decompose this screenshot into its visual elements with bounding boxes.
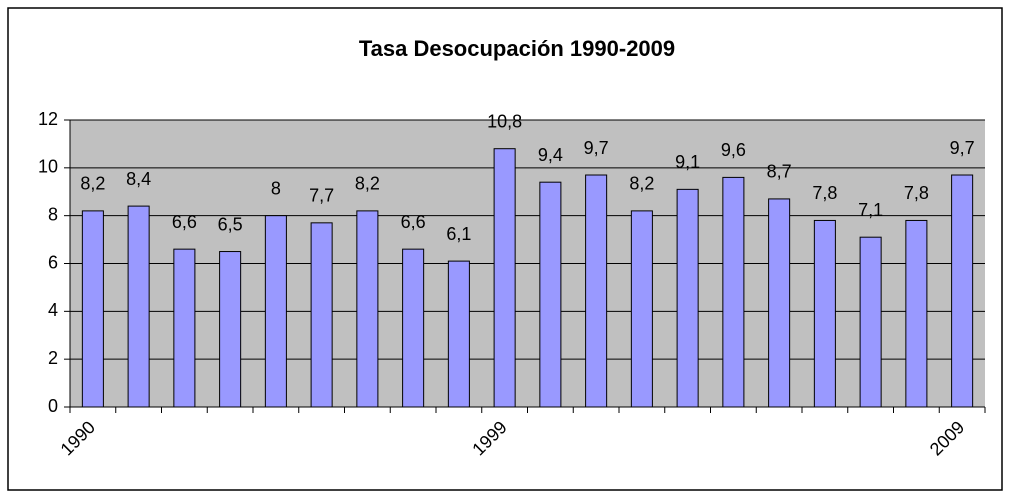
value-label: 7,1	[858, 200, 883, 220]
y-tick-label: 2	[48, 348, 58, 368]
bar	[447, 260, 470, 408]
value-label: 6,5	[218, 214, 243, 234]
bar	[356, 210, 379, 408]
value-label: 8,4	[126, 169, 151, 189]
y-tick-label: 10	[38, 157, 58, 177]
value-label: 9,6	[721, 140, 746, 160]
value-label: 9,4	[538, 145, 563, 165]
bar	[81, 210, 104, 408]
bar	[905, 219, 928, 408]
value-label: 8,2	[355, 174, 380, 194]
y-tick-label: 0	[48, 396, 58, 416]
value-label: 8	[271, 178, 281, 198]
bar	[219, 251, 242, 408]
value-label: 7,7	[309, 186, 334, 206]
bar	[264, 215, 287, 408]
value-label: 9,7	[584, 138, 609, 158]
value-label: 6,6	[401, 212, 426, 232]
bar	[859, 236, 882, 408]
y-tick-label: 12	[38, 109, 58, 129]
y-tick-label: 4	[48, 300, 58, 320]
bar	[951, 174, 974, 408]
value-label: 7,8	[812, 183, 837, 203]
bar	[585, 174, 608, 408]
bar	[630, 210, 653, 408]
value-label: 7,8	[904, 183, 929, 203]
bar	[676, 188, 699, 408]
bar	[768, 198, 791, 408]
value-label: 8,7	[767, 162, 792, 182]
value-label: 10,8	[487, 111, 522, 131]
value-label: 8,2	[629, 174, 654, 194]
chart-title: Tasa Desocupación 1990-2009	[359, 36, 675, 61]
value-label: 9,7	[950, 138, 975, 158]
bar	[813, 219, 836, 408]
y-tick-label: 8	[48, 204, 58, 224]
bar	[722, 176, 745, 408]
bar	[493, 148, 516, 408]
value-label: 6,6	[172, 212, 197, 232]
y-tick-label: 6	[48, 252, 58, 272]
bar	[127, 205, 150, 408]
bar	[173, 248, 196, 408]
bar	[402, 248, 425, 408]
value-label: 9,1	[675, 152, 700, 172]
value-label: 6,1	[446, 224, 471, 244]
bar	[310, 222, 333, 408]
bar	[539, 181, 562, 408]
value-label: 8,2	[80, 174, 105, 194]
